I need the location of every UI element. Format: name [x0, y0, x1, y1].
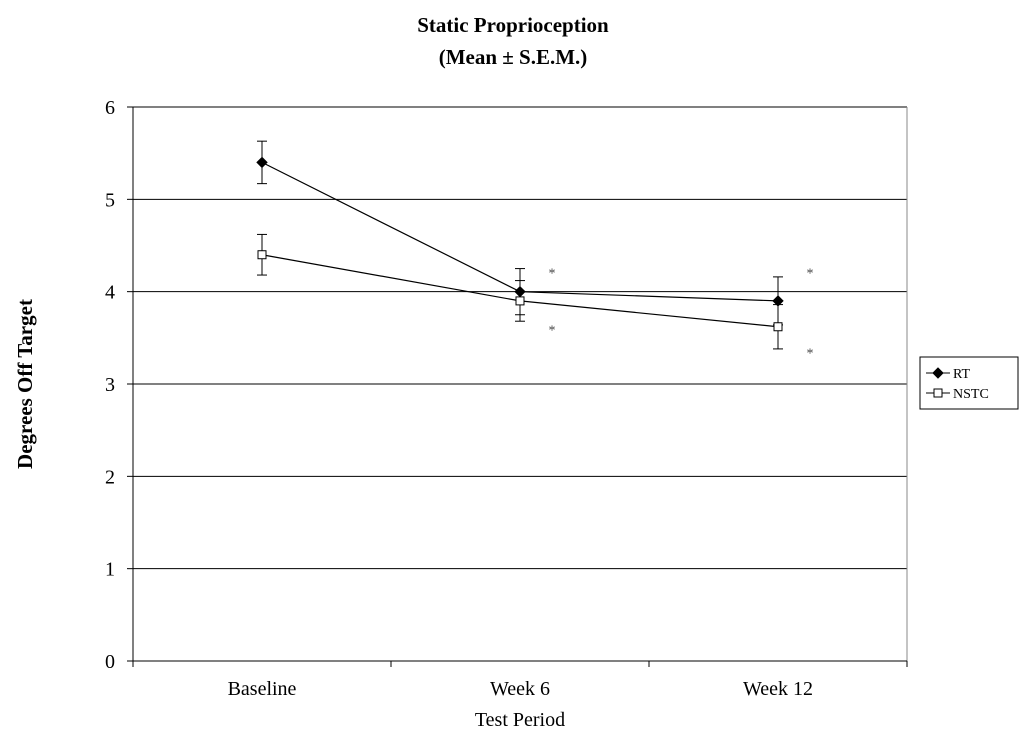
y-axis-label: Degrees Off Target [13, 299, 37, 469]
x-axis-ticks: Baseline Week 6 Week 12 [132, 661, 908, 700]
legend-item-rt: RT [926, 367, 970, 382]
data-point [256, 156, 268, 169]
legend-label: RT [953, 367, 970, 382]
significance-asterisk: * [807, 266, 814, 281]
data-point [773, 322, 783, 332]
y-axis-ticks: 0 1 2 3 4 5 6 [105, 97, 133, 673]
x-axis-label: Test Period [475, 709, 565, 731]
y-tick-label: 0 [105, 651, 115, 673]
x-tick-label: Baseline [228, 678, 297, 700]
legend-marker [933, 388, 943, 398]
chart-subtitle: (Mean ± S.E.M.) [439, 45, 588, 69]
legend-marker [932, 367, 944, 379]
y-tick-label: 4 [105, 282, 115, 304]
x-tick-label: Week 12 [743, 678, 813, 700]
data-point [515, 296, 525, 306]
annotations: * * * * [549, 266, 814, 361]
significance-asterisk: * [549, 266, 556, 281]
significance-asterisk: * [807, 347, 814, 362]
legend-item-nstc: NSTC [926, 387, 989, 402]
significance-asterisk: * [549, 324, 556, 339]
gridlines [133, 106, 908, 661]
y-tick-label: 6 [105, 97, 115, 119]
y-tick-label: 5 [105, 189, 115, 211]
data-point [257, 250, 267, 260]
y-tick-label: 3 [105, 374, 115, 396]
series-layer [256, 140, 784, 350]
y-tick-label: 1 [105, 559, 115, 581]
legend-label: NSTC [953, 387, 989, 402]
legend-box [919, 356, 1019, 410]
y-tick-label: 2 [105, 466, 115, 488]
chart-title: Static Proprioception [417, 13, 609, 37]
x-tick-label: Week 6 [490, 678, 550, 700]
series-nstc [257, 233, 783, 350]
legend: RT NSTC [919, 356, 1019, 410]
